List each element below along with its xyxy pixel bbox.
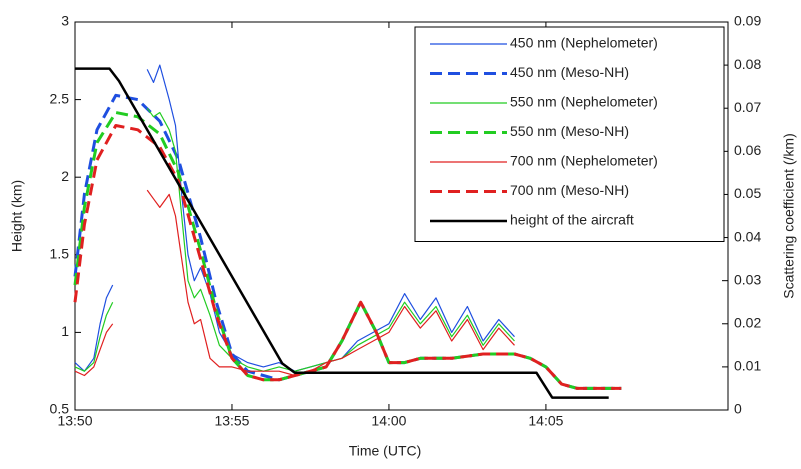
legend: 450 nm (Nephelometer) 450 nm (Meso-NH) 550…	[414, 26, 725, 242]
y2-tick-label: 0.01	[734, 358, 761, 374]
y2-tick-label: 0.05	[734, 185, 761, 201]
y-tick-label: 0.5	[50, 401, 70, 417]
series-line	[73, 124, 622, 390]
y-tick-label: 2.5	[50, 90, 70, 106]
series-line	[75, 67, 609, 399]
y2-tick-label: 0.07	[734, 99, 761, 115]
y2-tick-label: 0	[734, 401, 742, 417]
y2-tick-label: 0.09	[734, 13, 761, 29]
legend-label: 550 nm (Meso-NH)	[510, 123, 629, 139]
legend-label: 550 nm (Nephelometer)	[510, 94, 658, 110]
legend-box	[414, 26, 725, 242]
y2-tick-label: 0.03	[734, 271, 761, 287]
x-tick-label: 13:55	[214, 413, 249, 429]
legend-label: 450 nm (Nephelometer)	[510, 35, 658, 51]
series-line	[74, 189, 515, 377]
series-line	[73, 111, 622, 390]
x-tick-label: 14:05	[528, 413, 563, 429]
legend-label: 700 nm (Meso-NH)	[510, 182, 629, 198]
x-tick-label: 13:50	[57, 413, 92, 429]
y-tick-label: 3	[61, 13, 69, 29]
legend-label: height of the aircraft	[510, 212, 634, 228]
x-axis-label: Time (UTC)	[349, 443, 422, 459]
y2-axis-label: Scattering coefficient (/km)	[781, 133, 797, 298]
y-tick-label: 1.5	[50, 246, 70, 262]
y2-tick-label: 0.04	[734, 228, 761, 244]
legend-label: 700 nm (Nephelometer)	[510, 153, 658, 169]
y2-tick-label: 0.08	[734, 56, 761, 72]
y-tick-label: 1	[61, 323, 69, 339]
y2-tick-label: 0.06	[734, 142, 761, 158]
legend-label: 450 nm (Meso-NH)	[510, 64, 629, 80]
y-axis-label: Height (km)	[9, 180, 25, 252]
x-tick-label: 14:00	[371, 413, 406, 429]
y2-tick-label: 0.02	[734, 314, 761, 330]
y-tick-label: 2	[61, 168, 69, 184]
series-line	[74, 107, 515, 372]
